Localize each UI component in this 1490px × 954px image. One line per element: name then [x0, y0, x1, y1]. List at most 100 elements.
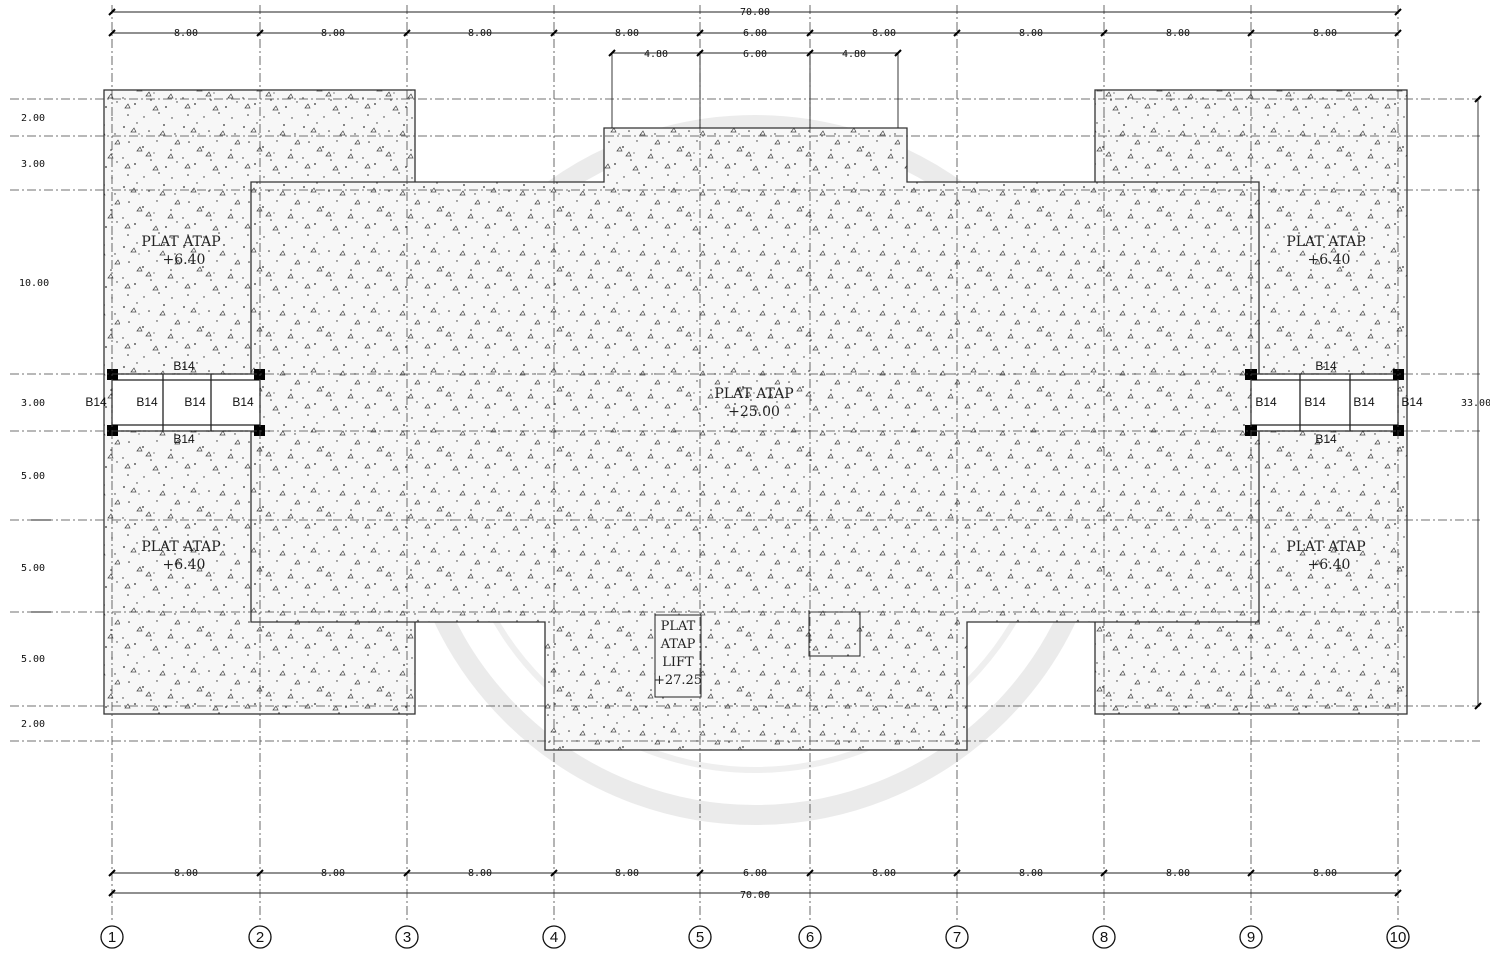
dimension-ticks — [108, 8, 1482, 897]
beam-labels: B14 B14 B14 B14 B14 B14 B14 B14 B14 B14 … — [85, 359, 1423, 446]
dimension-tick — [806, 869, 814, 877]
slab-label-level: +6.40 — [1308, 252, 1351, 268]
axis-bubble — [100, 925, 124, 949]
lift-label-level: +27.25 — [654, 673, 702, 688]
dimension-tick — [403, 869, 411, 877]
dimension-tick — [806, 29, 814, 37]
slab-label-name: PLAT ATAP — [1286, 234, 1365, 250]
lift-label-line: ATAP — [660, 637, 696, 652]
lift-boxes — [654, 611, 861, 698]
beam-label: B14 — [232, 395, 254, 409]
bottom-bay-dim: 8.00 — [321, 868, 345, 879]
slab-label-name: PLAT ATAP — [1286, 539, 1365, 555]
left-dim: 5.00 — [21, 563, 45, 574]
beam-label: B14 — [184, 395, 206, 409]
dimension-tick — [550, 869, 558, 877]
grid-axis-bubbles: 1 2 3 4 5 6 7 8 9 10 — [100, 925, 1410, 949]
axis-label: 8 — [1100, 929, 1108, 946]
beam-label: B14 — [1315, 432, 1337, 446]
dimension-tick — [1247, 869, 1255, 877]
axis-label: 5 — [696, 929, 704, 946]
bottom-bay-dim: 8.00 — [1166, 868, 1190, 879]
axis-label: 7 — [953, 929, 961, 946]
axis-label: 10 — [1390, 929, 1407, 946]
beam-label: B14 — [1255, 395, 1277, 409]
dimension-tick — [108, 869, 116, 877]
axis-label: 1 — [108, 929, 116, 946]
right-overall-dim: 33.00 — [1461, 398, 1490, 409]
grid-lines — [10, 5, 1480, 922]
dimension-tick — [1394, 869, 1402, 877]
shaft-box — [808, 611, 861, 657]
axis-bubble — [798, 925, 822, 949]
bottom-dimensions: 8.00 8.00 8.00 8.00 6.00 8.00 8.00 8.00 … — [174, 868, 1337, 901]
bottom-bay-dim: 8.00 — [872, 868, 896, 879]
slab-label-level: +6.40 — [163, 252, 206, 268]
beam-label: B14 — [173, 432, 195, 446]
dimension-tick — [256, 29, 264, 37]
axis-bubble — [248, 925, 272, 949]
dimension-tick — [1394, 8, 1402, 16]
beam-label: B14 — [1401, 395, 1423, 409]
bottom-bay-dim: 8.00 — [1313, 868, 1337, 879]
slab-label-name: PLAT ATAP — [714, 386, 793, 402]
beam-label: B14 — [136, 395, 158, 409]
slab-label-name: PLAT ATAP — [141, 234, 220, 250]
lift-label-line: PLAT — [661, 619, 696, 634]
top-overall-dim: 70.00 — [740, 7, 770, 18]
dimension-tick — [1100, 869, 1108, 877]
left-dim: 5.00 — [21, 471, 45, 482]
dimension-tick — [953, 869, 961, 877]
top-bay-dim: 8.00 — [1313, 28, 1337, 39]
beam-label: B14 — [1304, 395, 1326, 409]
slab-label-level: +6.40 — [163, 557, 206, 573]
slab-label-level: +6.40 — [1308, 557, 1351, 573]
bottom-bay-dim: 8.00 — [174, 868, 198, 879]
axis-bubble — [1092, 925, 1116, 949]
beam-label: B14 — [1315, 359, 1337, 373]
top-sub-dim: 4.80 — [842, 49, 866, 60]
dimension-tick — [550, 29, 558, 37]
left-dim: 2.00 — [21, 719, 45, 730]
top-bay-dim: 8.00 — [174, 28, 198, 39]
dimension-tick — [256, 869, 264, 877]
slab-center — [250, 127, 1260, 751]
dimension-tick — [403, 29, 411, 37]
top-bay-dim: 6.00 — [743, 28, 767, 39]
left-dim: 3.00 — [21, 159, 45, 170]
axis-label: 4 — [550, 929, 558, 946]
left-dim: 3.00 — [21, 398, 45, 409]
dimension-tick — [1474, 702, 1482, 710]
dimension-tick — [1474, 95, 1482, 103]
axis-bubble — [688, 925, 712, 949]
axis-bubble — [395, 925, 419, 949]
top-bay-dim: 8.00 — [615, 28, 639, 39]
dimension-tick — [696, 869, 704, 877]
dimension-tick — [696, 29, 704, 37]
slab-label-name: PLAT ATAP — [141, 539, 220, 555]
axis-label: 2 — [256, 929, 264, 946]
top-bay-dim: 8.00 — [321, 28, 345, 39]
axis-bubble — [542, 925, 566, 949]
dimension-lines — [31, 11, 1479, 894]
slab-label-level: +25.00 — [728, 404, 780, 420]
left-dim: 2.00 — [21, 113, 45, 124]
beam-label: B14 — [173, 359, 195, 373]
top-sub-dim: 4.80 — [644, 49, 668, 60]
left-dim: 5.00 — [21, 654, 45, 665]
top-dimensions: 70.00 8.00 8.00 8.00 8.00 6.00 8.00 8.00… — [174, 7, 1337, 60]
left-dim: 10.00 — [19, 278, 49, 289]
dimension-tick — [608, 49, 616, 57]
dimension-tick — [1247, 29, 1255, 37]
axis-bubble — [1239, 925, 1263, 949]
dimension-tick — [108, 8, 116, 16]
dimension-tick — [1394, 889, 1402, 897]
beam-label: B14 — [85, 395, 107, 409]
dimension-tick — [953, 29, 961, 37]
bottom-bay-dim: 6.00 — [743, 868, 767, 879]
axis-bubble — [1386, 925, 1410, 949]
dimension-tick — [108, 29, 116, 37]
bottom-bay-dim: 8.00 — [468, 868, 492, 879]
beam-label: B14 — [1353, 395, 1375, 409]
